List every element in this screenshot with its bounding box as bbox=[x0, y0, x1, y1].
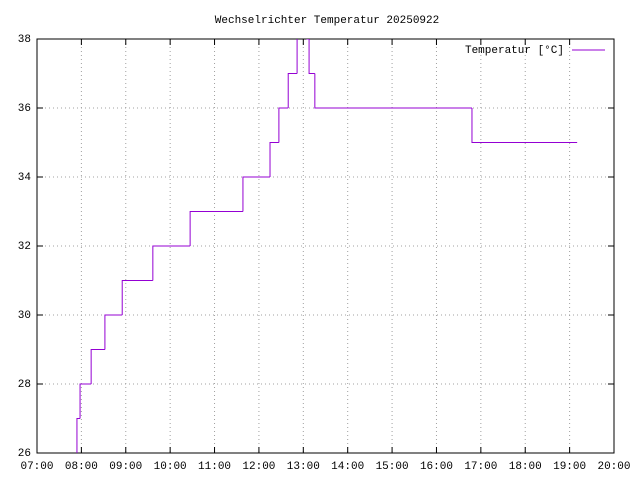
y-tick-label: 38 bbox=[18, 34, 31, 46]
y-tick-label: 26 bbox=[18, 448, 31, 460]
line-segment bbox=[471, 108, 578, 143]
y-tick-label: 32 bbox=[18, 241, 31, 253]
plot-area bbox=[76, 39, 578, 453]
line-segment bbox=[308, 39, 315, 74]
line-segment bbox=[269, 142, 279, 177]
x-tick-label: 08:00 bbox=[65, 461, 98, 473]
x-tick-label: 19:00 bbox=[553, 461, 586, 473]
line-segment bbox=[152, 245, 191, 281]
line-segment bbox=[104, 314, 123, 350]
line-segment bbox=[79, 383, 92, 419]
plot-border bbox=[36, 38, 615, 454]
x-tick-label: 15:00 bbox=[376, 461, 409, 473]
chart-title: Wechselrichter Temperatur 20250922 bbox=[215, 15, 439, 27]
y-tick-label: 34 bbox=[18, 172, 32, 184]
line-segment bbox=[76, 418, 81, 453]
line-segment bbox=[242, 176, 271, 212]
line-segment bbox=[278, 107, 289, 143]
line-segment bbox=[189, 211, 243, 246]
x-tick-label: 12:00 bbox=[242, 461, 275, 473]
x-tick-label: 13:00 bbox=[287, 461, 320, 473]
x-tick-label: 09:00 bbox=[109, 461, 142, 473]
x-tick-label: 18:00 bbox=[509, 461, 542, 473]
legend-label: Temperatur [°C] bbox=[465, 45, 564, 57]
x-tick-label: 10:00 bbox=[154, 461, 187, 473]
line-segment bbox=[121, 280, 153, 315]
line-segment bbox=[314, 73, 472, 109]
x-tick-label: 14:00 bbox=[331, 461, 364, 473]
y-tick-label: 28 bbox=[18, 379, 31, 391]
line-segment bbox=[287, 73, 298, 108]
y-tick-label: 30 bbox=[18, 310, 31, 322]
x-tick-label: 16:00 bbox=[420, 461, 453, 473]
line-segment bbox=[296, 39, 298, 74]
x-tick-label: 20:00 bbox=[597, 461, 630, 473]
x-tick-label: 11:00 bbox=[198, 461, 231, 473]
x-tick-label: 17:00 bbox=[464, 461, 497, 473]
x-tick-label: 07:00 bbox=[20, 461, 53, 473]
line-segment bbox=[90, 349, 105, 384]
y-tick-label: 36 bbox=[18, 103, 31, 115]
